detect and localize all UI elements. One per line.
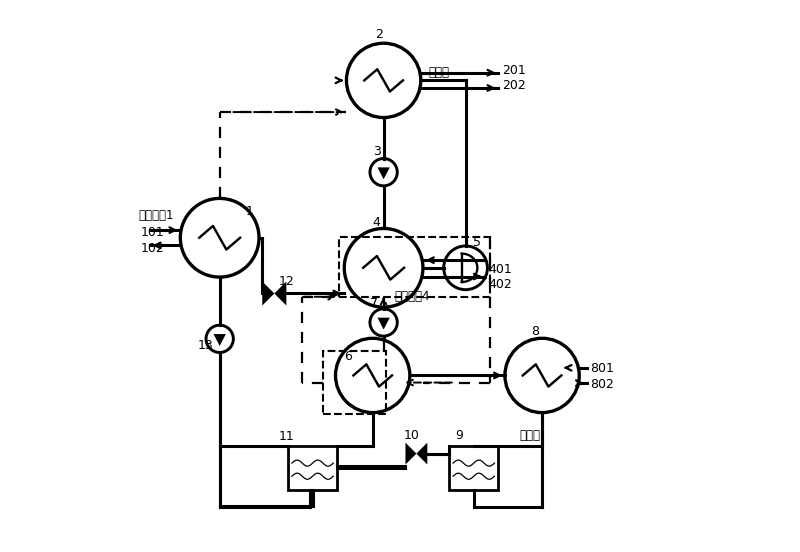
Text: 5: 5 <box>473 236 481 248</box>
Text: 101: 101 <box>141 226 164 239</box>
Polygon shape <box>378 167 390 179</box>
Text: 加热热源1: 加热热源1 <box>138 209 174 222</box>
Text: 801: 801 <box>590 363 614 375</box>
Text: 102: 102 <box>141 242 164 255</box>
Text: 2: 2 <box>375 28 383 41</box>
Text: 10: 10 <box>403 429 419 442</box>
Text: 4: 4 <box>373 216 381 229</box>
Bar <box>288 447 337 490</box>
Polygon shape <box>274 282 286 305</box>
Text: 201: 201 <box>502 64 526 77</box>
Text: 3: 3 <box>373 145 381 158</box>
Bar <box>449 447 498 490</box>
Text: 12: 12 <box>278 275 294 288</box>
Text: 8: 8 <box>531 325 539 338</box>
Bar <box>338 237 490 297</box>
Text: 11: 11 <box>278 430 294 443</box>
Text: 加热热源4: 加热热源4 <box>394 290 430 303</box>
Text: 402: 402 <box>489 278 512 291</box>
Polygon shape <box>214 334 226 346</box>
Text: 802: 802 <box>590 378 614 391</box>
Polygon shape <box>416 443 427 465</box>
Polygon shape <box>262 282 274 305</box>
Text: 1: 1 <box>246 205 254 218</box>
Text: 9: 9 <box>456 429 464 442</box>
Bar <box>323 352 386 414</box>
Text: 供热端: 供热端 <box>519 429 540 442</box>
Text: 7: 7 <box>370 297 378 310</box>
Text: 202: 202 <box>502 79 526 92</box>
Text: 401: 401 <box>489 263 512 276</box>
Text: 6: 6 <box>344 351 352 363</box>
Polygon shape <box>406 443 416 465</box>
Polygon shape <box>378 317 390 330</box>
Text: 冷却水: 冷却水 <box>429 66 450 79</box>
Text: 13: 13 <box>198 339 214 352</box>
